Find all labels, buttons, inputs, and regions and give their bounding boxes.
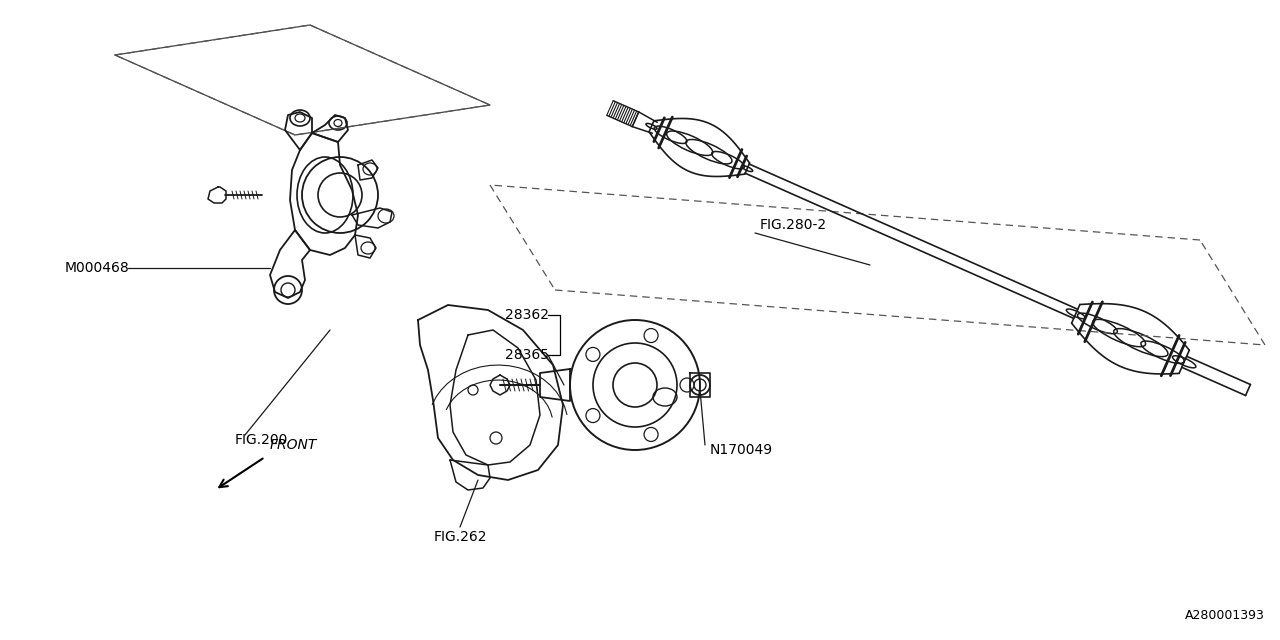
- Text: FIG.200: FIG.200: [236, 433, 288, 447]
- Text: FIG.280-2: FIG.280-2: [760, 218, 827, 232]
- Text: M000468: M000468: [65, 261, 129, 275]
- Text: 28365: 28365: [506, 348, 549, 362]
- Text: FRONT: FRONT: [270, 438, 317, 452]
- Text: FIG.262: FIG.262: [433, 530, 486, 544]
- Text: 28362: 28362: [506, 308, 549, 322]
- Text: A280001393: A280001393: [1185, 609, 1265, 622]
- Text: N170049: N170049: [710, 443, 773, 457]
